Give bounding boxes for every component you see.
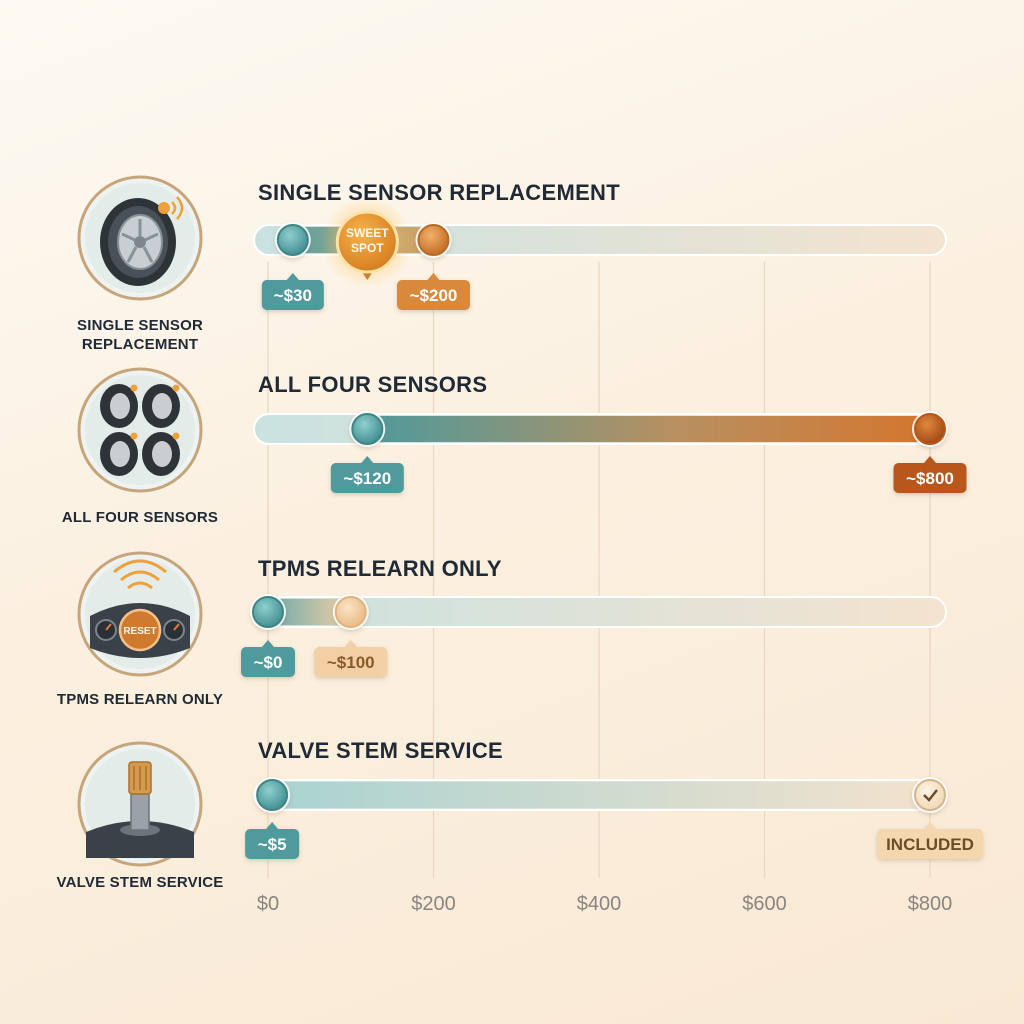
- high-label-3: INCLUDED: [877, 822, 983, 859]
- tire-sensor-icon: [76, 174, 204, 302]
- low-marker-0[interactable]: [274, 222, 311, 258]
- high-label-1-text: ~$800: [906, 469, 954, 488]
- range-bar-1: [367, 416, 930, 442]
- x-tick-label-0: $0: [257, 893, 279, 915]
- icon-label-1: ALL FOUR SENSORS: [61, 509, 219, 526]
- low-marker-2[interactable]: [250, 594, 286, 630]
- low-marker-3[interactable]: [254, 777, 291, 813]
- icon-label-0: SINGLE SENSOR REPLACEMENT: [77, 317, 203, 353]
- row-title-1: ALL FOUR SENSORS: [258, 372, 488, 397]
- high-label-2-text: ~$100: [327, 653, 375, 672]
- range-bar-2: [268, 599, 351, 625]
- row-1: ~$120 ~$800: [253, 411, 967, 493]
- low-marker-1[interactable]: [349, 411, 386, 447]
- low-label-3: ~$5: [245, 822, 300, 859]
- x-tick-label-2: $400: [577, 893, 622, 915]
- low-label-3-text: ~$5: [258, 835, 287, 854]
- low-label-0-text: ~$30: [274, 286, 312, 305]
- low-label-1: ~$120: [330, 456, 404, 493]
- x-tick-label-4: $800: [908, 893, 953, 915]
- low-label-2: ~$0: [241, 640, 295, 677]
- high-label-0-text: ~$200: [410, 286, 458, 305]
- low-label-2-text: ~$0: [254, 653, 283, 672]
- range-bar-3: [272, 782, 930, 808]
- x-tick-label-3: $600: [742, 893, 787, 915]
- icon-label-2: TPMS RELEARN ONLY: [56, 691, 224, 708]
- row-3: ~$5 INCLUDED: [245, 777, 983, 859]
- four-tires-icon: [76, 366, 204, 494]
- low-label-0: ~$30: [261, 273, 324, 310]
- high-label-2: ~$100: [314, 640, 388, 677]
- high-label-0: ~$200: [397, 273, 470, 310]
- row-title-3: VALVE STEM SERVICE: [258, 738, 504, 763]
- valve-stem-icon: [76, 740, 204, 868]
- x-axis: $0 $200 $400 $600 $800: [257, 893, 952, 915]
- low-label-1-text: ~$120: [343, 469, 391, 488]
- sweet-spot-label-0: SWEET: [346, 226, 389, 240]
- row-title-0: SINGLE SENSOR REPLACEMENT: [258, 180, 620, 205]
- dashboard-reset-icon: RESET: [76, 550, 204, 678]
- high-marker-1[interactable]: [912, 411, 948, 447]
- grid-layer: [267, 262, 931, 878]
- reset-text: RESET: [123, 626, 156, 637]
- check-icon: [923, 789, 938, 802]
- icon-label-3: VALVE STEM SERVICE: [56, 874, 224, 891]
- row-title-2: TPMS RELEARN ONLY: [258, 556, 502, 581]
- high-marker-3[interactable]: [912, 777, 948, 813]
- high-marker-0[interactable]: [415, 222, 452, 258]
- high-label-3-text: INCLUDED: [886, 835, 974, 854]
- high-label-1: ~$800: [893, 456, 967, 493]
- row-2: ~$0 ~$100: [241, 594, 947, 677]
- high-marker-2[interactable]: [332, 594, 369, 630]
- x-tick-label-1: $200: [411, 893, 456, 915]
- sweet-spot-label-1: SPOT: [351, 241, 384, 255]
